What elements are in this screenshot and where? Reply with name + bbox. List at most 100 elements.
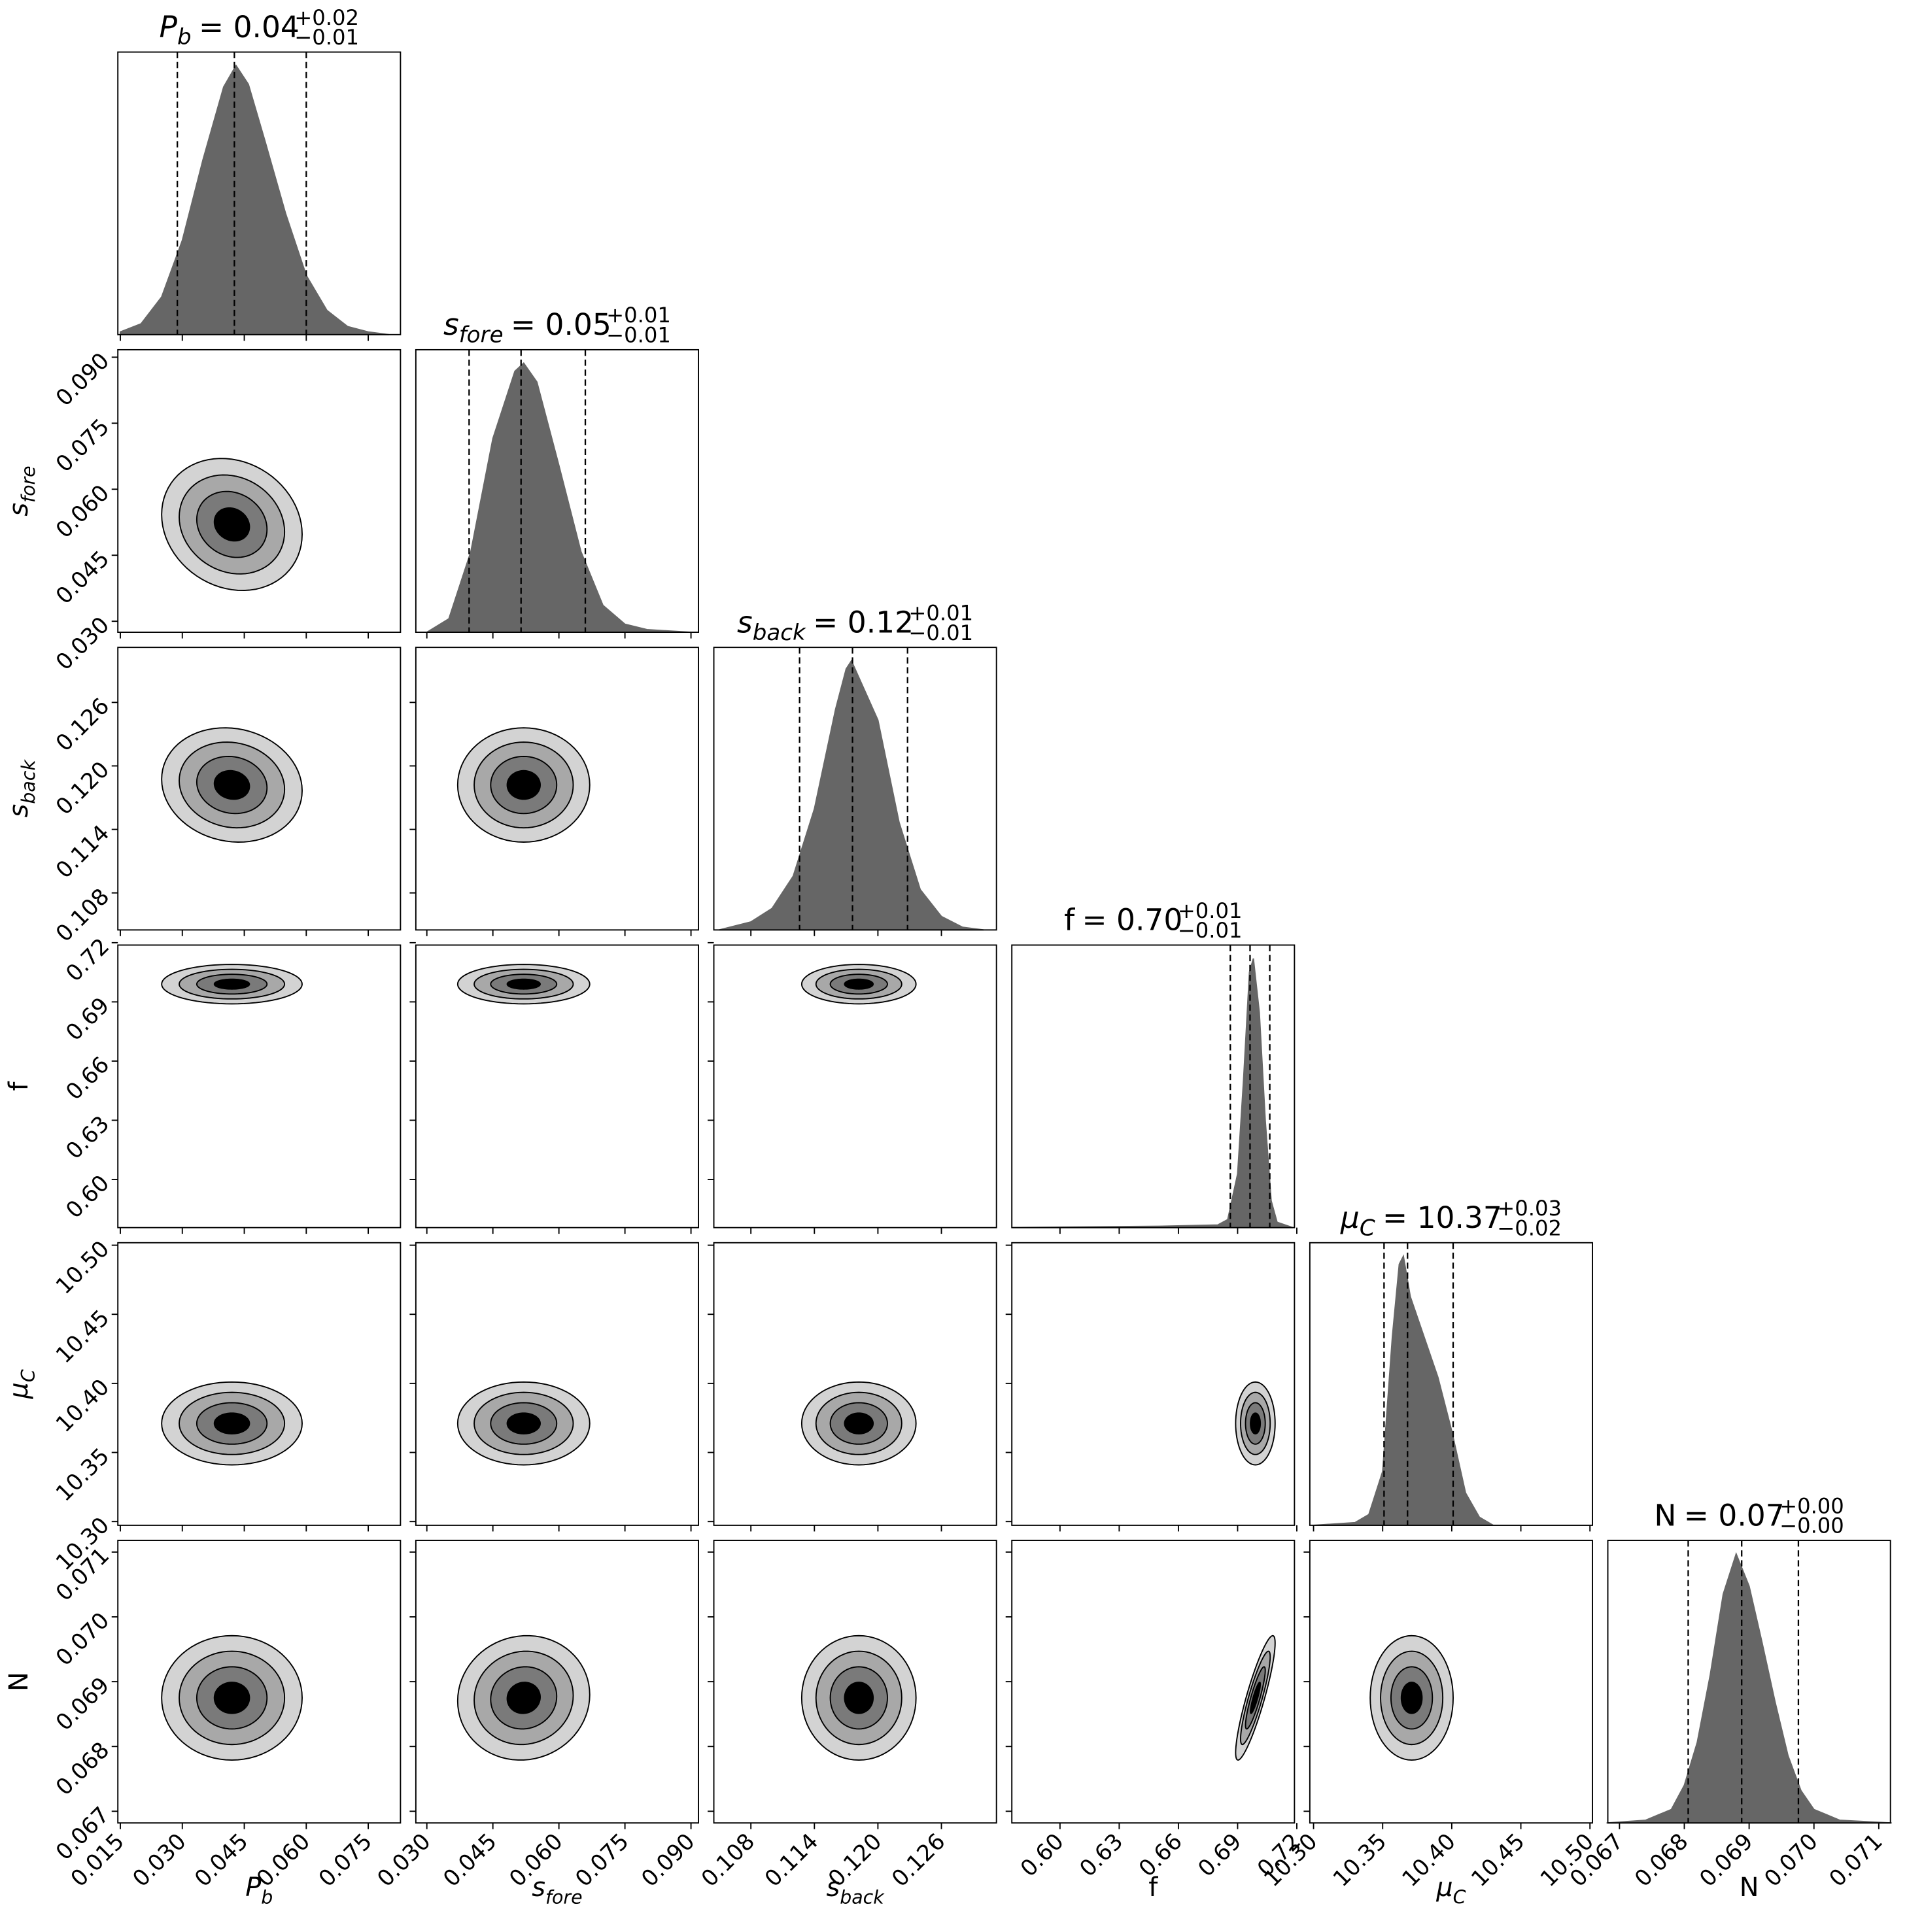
title-minus: −0.01 bbox=[294, 25, 359, 50]
x-tick-label: 0.075 bbox=[314, 1829, 377, 1892]
title-value: = 0.12 bbox=[813, 605, 914, 639]
panel-frame bbox=[117, 1540, 402, 1824]
x-tick-label: 0.070 bbox=[1759, 1829, 1823, 1892]
panel-frame bbox=[713, 1540, 997, 1824]
contour bbox=[1250, 1682, 1262, 1714]
panel-frame bbox=[415, 1540, 699, 1824]
subscript: C bbox=[1453, 1886, 1466, 1908]
y-tick-label: 0.120 bbox=[51, 756, 114, 820]
x-tick-label: 10.35 bbox=[1328, 1829, 1392, 1892]
y-tick-label: 10.45 bbox=[51, 1305, 114, 1368]
symbol: μ bbox=[1435, 1873, 1452, 1903]
panel-frame bbox=[1011, 944, 1296, 1229]
contour bbox=[213, 1682, 250, 1714]
contour bbox=[213, 507, 250, 542]
x-axis-label: μC bbox=[1435, 1873, 1466, 1908]
subscript: fore bbox=[459, 322, 504, 348]
symbol: f bbox=[1148, 1873, 1158, 1903]
y-tick-label: 0.045 bbox=[51, 546, 114, 609]
panel-frame bbox=[713, 1242, 997, 1526]
symbol: s bbox=[4, 804, 34, 818]
contour bbox=[213, 1412, 250, 1434]
symbol: μ bbox=[1340, 1200, 1360, 1235]
x-tick-label: 0.66 bbox=[1134, 1829, 1188, 1882]
panel-frame bbox=[117, 647, 402, 931]
title-minus: −0.01 bbox=[1178, 918, 1243, 943]
y-tick-label: 0.075 bbox=[51, 414, 114, 477]
x-tick-label: 0.045 bbox=[438, 1829, 502, 1892]
x-tick-label: 0.090 bbox=[636, 1829, 700, 1892]
y-tick-label: 10.50 bbox=[51, 1236, 114, 1299]
symbol: N bbox=[4, 1672, 34, 1691]
symbol: f bbox=[4, 1081, 34, 1091]
histogram bbox=[1606, 1551, 1892, 1824]
y-tick-label: 0.090 bbox=[51, 348, 114, 411]
title-value: = 0.70 bbox=[1082, 903, 1182, 938]
y-axis-label: N bbox=[4, 1672, 34, 1691]
x-tick-label: 0.068 bbox=[1630, 1829, 1693, 1892]
subscript: back bbox=[18, 759, 39, 804]
histogram bbox=[1012, 958, 1294, 1229]
y-axis-label: sfore bbox=[4, 466, 39, 516]
panel-frame bbox=[713, 944, 997, 1229]
y-tick-label: 0.070 bbox=[51, 1608, 114, 1671]
histogram bbox=[120, 64, 389, 335]
subscript: C bbox=[18, 1369, 39, 1382]
y-tick-label: 0.068 bbox=[51, 1737, 114, 1801]
contour bbox=[844, 1682, 874, 1714]
panel-title: f = 0.70 bbox=[1064, 903, 1182, 938]
y-tick-label: 0.66 bbox=[61, 1052, 114, 1106]
contour bbox=[1250, 1412, 1262, 1434]
x-axis-label: N bbox=[1740, 1873, 1759, 1903]
y-axis-label: f bbox=[4, 1081, 34, 1091]
subscript: b bbox=[261, 1886, 273, 1908]
x-tick-label: 0.030 bbox=[128, 1829, 191, 1892]
y-tick-label: 0.108 bbox=[51, 883, 114, 947]
contour bbox=[844, 978, 874, 990]
panel-title: Pb = 0.04 bbox=[160, 10, 300, 50]
symbol: P bbox=[160, 10, 178, 44]
panel-title: sback = 0.12 bbox=[737, 605, 914, 645]
symbol: μ bbox=[4, 1382, 34, 1399]
title-plus: +0.01 bbox=[606, 303, 671, 328]
title-minus: −0.02 bbox=[1497, 1215, 1562, 1240]
x-tick-label: 0.030 bbox=[372, 1829, 436, 1892]
y-axis-label: μC bbox=[4, 1369, 39, 1399]
y-tick-label: 0.63 bbox=[61, 1111, 114, 1164]
title-minus: −0.00 bbox=[1779, 1514, 1844, 1538]
symbol: s bbox=[737, 605, 753, 639]
x-tick-label: 0.126 bbox=[887, 1829, 950, 1892]
contour bbox=[506, 1412, 541, 1434]
x-tick-label: 0.060 bbox=[252, 1829, 315, 1892]
x-tick-label: 0.071 bbox=[1824, 1829, 1887, 1892]
y-tick-label: 0.60 bbox=[61, 1170, 114, 1224]
contour bbox=[1400, 1682, 1423, 1714]
title-value: = 0.04 bbox=[199, 10, 300, 44]
contour bbox=[844, 1412, 874, 1434]
title-minus: −0.01 bbox=[606, 323, 671, 348]
y-tick-label: 0.030 bbox=[51, 612, 114, 675]
x-tick-label: 0.114 bbox=[760, 1829, 823, 1892]
x-tick-label: 10.45 bbox=[1466, 1829, 1530, 1892]
subscript: back bbox=[840, 1886, 885, 1908]
x-tick-label: 0.63 bbox=[1074, 1829, 1128, 1882]
panel-frame bbox=[415, 944, 699, 1229]
subscript: fore bbox=[18, 466, 39, 503]
contour bbox=[506, 978, 541, 990]
y-tick-label: 10.40 bbox=[51, 1374, 114, 1438]
panel-frame bbox=[1309, 1540, 1593, 1824]
title-plus: +0.02 bbox=[294, 5, 359, 30]
histogram bbox=[1313, 1254, 1590, 1526]
panel-frame bbox=[1309, 1242, 1593, 1526]
symbol: s bbox=[532, 1873, 545, 1903]
symbol: s bbox=[826, 1873, 840, 1903]
x-tick-label: 0.045 bbox=[190, 1829, 253, 1892]
x-tick-label: 0.69 bbox=[1193, 1829, 1246, 1882]
panel-title: sfore = 0.05 bbox=[443, 307, 611, 348]
histogram bbox=[719, 659, 984, 931]
x-tick-label: 0.108 bbox=[696, 1829, 760, 1892]
title-plus: +0.03 bbox=[1497, 1196, 1562, 1221]
title-value: = 0.05 bbox=[511, 307, 611, 342]
x-axis-label: f bbox=[1148, 1873, 1158, 1903]
